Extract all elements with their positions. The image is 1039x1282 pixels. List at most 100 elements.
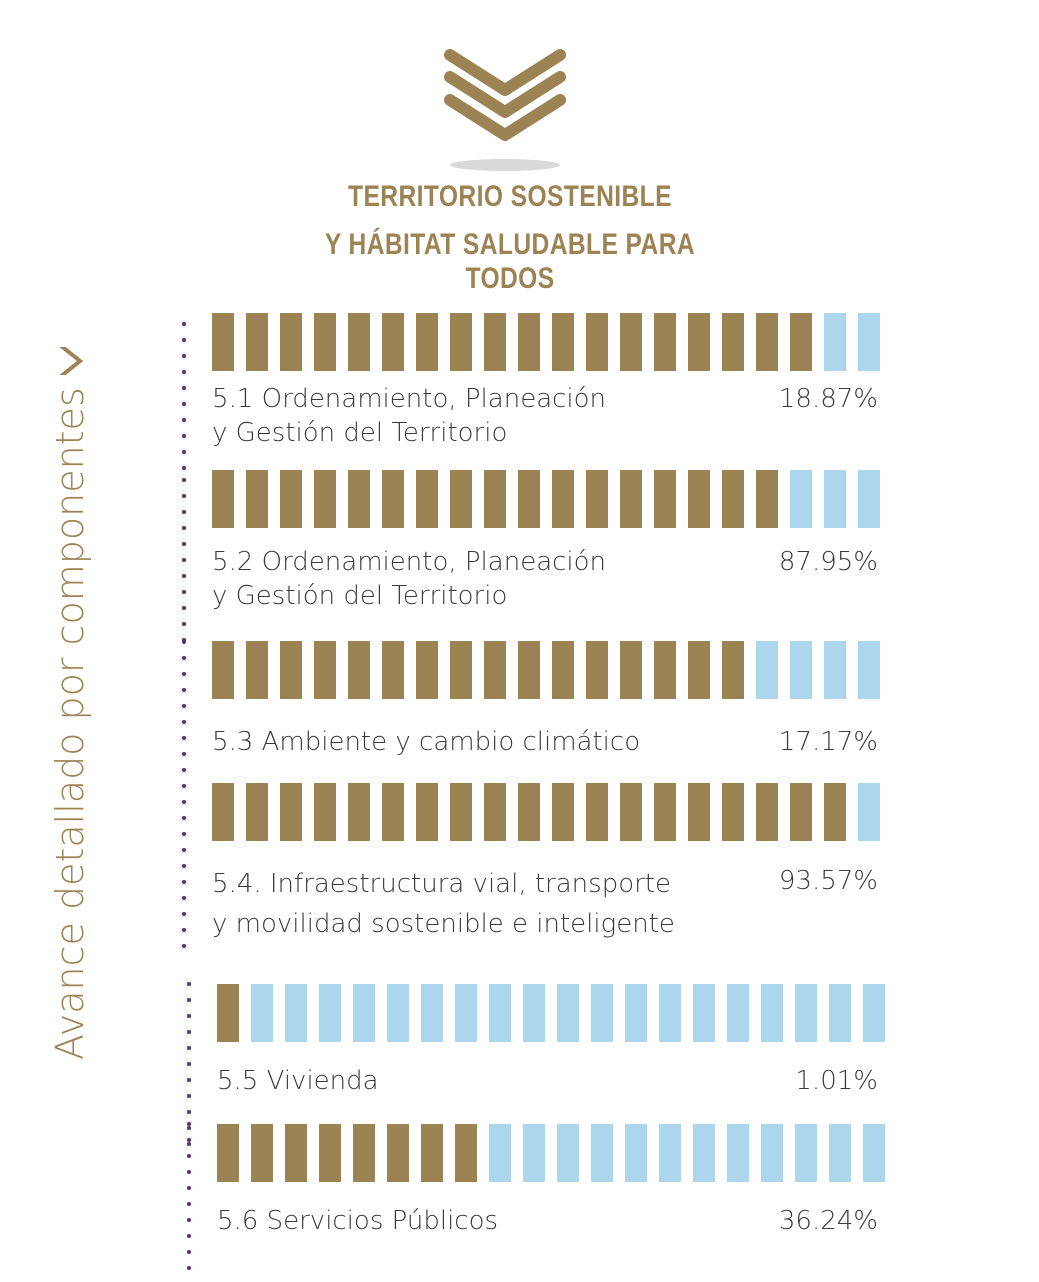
dotted-separator: [182, 322, 188, 482]
bar-segment-filled: [455, 1124, 477, 1182]
bar-segment-filled: [586, 641, 608, 699]
bar-segment-remaining: [659, 984, 681, 1042]
progress-bar: [212, 313, 880, 371]
bar-segment-remaining: [387, 984, 409, 1042]
bar-segment-filled: [416, 313, 438, 371]
bar-segment-filled: [348, 470, 370, 528]
bar-segment-filled: [654, 783, 676, 841]
bar-segment-filled: [586, 783, 608, 841]
bar-segment-remaining: [693, 984, 715, 1042]
bar-segment-filled: [552, 641, 574, 699]
bar-segment-remaining: [858, 470, 880, 528]
bar-segment-filled: [824, 783, 846, 841]
bar-segment-remaining: [489, 984, 511, 1042]
bar-segment-remaining: [591, 1124, 613, 1182]
bar-segment-remaining: [421, 984, 443, 1042]
bar-segment-filled: [552, 783, 574, 841]
bar-segment-filled: [217, 984, 239, 1042]
bar-segment-filled: [382, 783, 404, 841]
bar-segment-remaining: [790, 641, 812, 699]
bar-segment-remaining: [756, 641, 778, 699]
component-label-line: 5.4. Infraestructura vial, transporte: [212, 869, 671, 899]
bar-segment-remaining: [795, 1124, 817, 1182]
bar-segment-remaining: [824, 313, 846, 371]
bar-segment-filled: [722, 313, 744, 371]
bar-segment-remaining: [863, 1124, 885, 1182]
bar-segment-filled: [790, 313, 812, 371]
bar-segment-filled: [484, 470, 506, 528]
percentage-value: 93.57%: [778, 866, 878, 896]
bar-segment-remaining: [523, 1124, 545, 1182]
bar-segment-remaining: [727, 1124, 749, 1182]
bar-segment-remaining: [829, 1124, 851, 1182]
bar-segment-filled: [688, 470, 710, 528]
bar-segment-filled: [688, 641, 710, 699]
bar-segment-filled: [586, 470, 608, 528]
component-label: 5.5 Vivienda: [217, 1064, 379, 1098]
component-label-line: 5.2 Ordenamiento, Planeación: [212, 547, 607, 577]
bar-segment-filled: [246, 313, 268, 371]
bar-segment-filled: [246, 641, 268, 699]
bar-segment-filled: [518, 313, 540, 371]
progress-bar: [212, 470, 880, 528]
bar-segment-remaining: [858, 313, 880, 371]
bar-segment-remaining: [659, 1124, 681, 1182]
bar-segment-filled: [688, 783, 710, 841]
bar-segment-filled: [790, 783, 812, 841]
dotted-separator: [187, 1122, 193, 1282]
bar-segment-filled: [416, 641, 438, 699]
bar-segment-filled: [251, 1124, 273, 1182]
bar-segment-filled: [450, 783, 472, 841]
bar-segment-filled: [353, 1124, 375, 1182]
bar-segment-filled: [722, 470, 744, 528]
bar-segment-filled: [212, 313, 234, 371]
bar-segment-remaining: [727, 984, 749, 1042]
side-label-text: Avance detallado por componentes: [48, 387, 92, 1060]
bar-segment-filled: [654, 470, 676, 528]
bar-segment-remaining: [693, 1124, 715, 1182]
bar-segment-filled: [620, 641, 642, 699]
percentage-value: 1.01%: [795, 1066, 878, 1096]
percentage-value: 17.17%: [778, 727, 878, 757]
component-label-line: y movilidad sostenible e inteligente: [212, 909, 675, 939]
bar-segment-filled: [348, 313, 370, 371]
bar-segment-filled: [314, 470, 336, 528]
bar-segment-filled: [518, 783, 540, 841]
bar-segment-remaining: [829, 984, 851, 1042]
bar-segment-filled: [484, 641, 506, 699]
bar-segment-filled: [756, 783, 778, 841]
bar-segment-filled: [212, 470, 234, 528]
bar-segment-remaining: [557, 984, 579, 1042]
bar-segment-remaining: [489, 1124, 511, 1182]
bar-segment-filled: [348, 641, 370, 699]
component-label: 5.3 Ambiente y cambio climático: [212, 725, 640, 759]
bar-segment-remaining: [591, 984, 613, 1042]
page-title-line2: Y HÁBITAT SALUDABLE PARA TODOS: [324, 228, 696, 295]
side-label: Avance detallado por componentes: [40, 190, 100, 1060]
bar-segment-remaining: [557, 1124, 579, 1182]
bar-segment-filled: [212, 783, 234, 841]
bar-segment-remaining: [319, 984, 341, 1042]
bar-segment-filled: [620, 470, 642, 528]
bar-segment-filled: [620, 313, 642, 371]
bar-segment-remaining: [824, 641, 846, 699]
bar-segment-filled: [280, 313, 302, 371]
dotted-separator: [182, 800, 188, 960]
component-label: 5.6 Servicios Públicos: [217, 1204, 498, 1238]
bar-segment-filled: [217, 1124, 239, 1182]
bar-segment-filled: [382, 470, 404, 528]
bar-segment-remaining: [761, 984, 783, 1042]
progress-bar: [212, 641, 880, 699]
bar-segment-filled: [314, 641, 336, 699]
bar-segment-filled: [314, 313, 336, 371]
bar-segment-filled: [421, 1124, 443, 1182]
page-title-line1: TERRITORIO SOSTENIBLE: [348, 180, 672, 213]
progress-bar: [212, 783, 880, 841]
bar-segment-filled: [518, 641, 540, 699]
bar-segment-remaining: [858, 641, 880, 699]
bar-segment-remaining: [251, 984, 273, 1042]
bar-segment-remaining: [285, 984, 307, 1042]
dotted-separator: [187, 982, 193, 1158]
bar-segment-filled: [722, 783, 744, 841]
bar-segment-remaining: [761, 1124, 783, 1182]
